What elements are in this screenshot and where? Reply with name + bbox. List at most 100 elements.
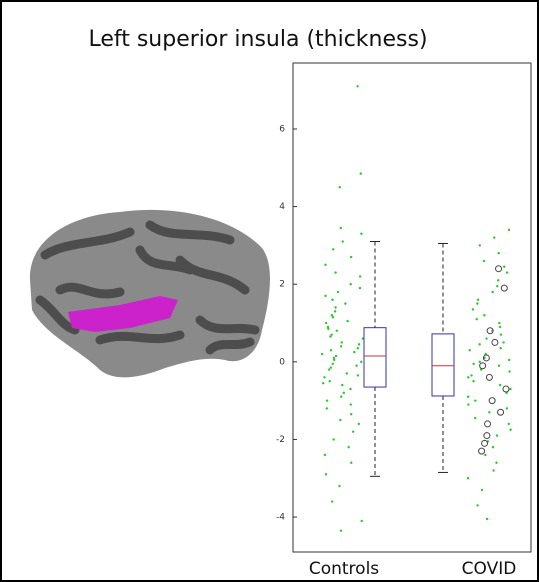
point — [472, 380, 475, 383]
highlighted-point — [482, 354, 490, 362]
point — [332, 248, 335, 251]
point — [507, 228, 511, 232]
point — [336, 290, 340, 294]
point — [496, 284, 499, 288]
point — [498, 321, 501, 325]
point — [485, 337, 488, 340]
point — [334, 354, 338, 358]
point — [498, 383, 502, 387]
highlighted-point — [491, 338, 499, 346]
plot-area — [292, 62, 532, 553]
point — [332, 438, 335, 441]
point — [476, 298, 480, 301]
point — [466, 395, 470, 398]
point — [484, 453, 487, 457]
point — [358, 275, 362, 278]
point — [482, 259, 486, 263]
point — [356, 374, 360, 377]
highlighted-point — [485, 373, 493, 381]
point — [324, 321, 328, 325]
point — [356, 347, 360, 350]
point — [332, 356, 336, 360]
point — [361, 337, 365, 340]
highlighted-point — [497, 408, 505, 416]
point — [350, 461, 353, 464]
y-tick-label: 4 — [279, 202, 285, 212]
point — [470, 374, 473, 377]
point — [341, 383, 344, 387]
point — [499, 347, 502, 350]
point — [338, 484, 341, 488]
point — [475, 317, 478, 321]
point — [497, 364, 501, 367]
point — [357, 343, 361, 346]
point — [333, 358, 336, 362]
point — [493, 236, 496, 239]
point — [340, 395, 343, 398]
point — [492, 469, 495, 472]
y-tick-label: -2 — [276, 435, 285, 445]
point — [323, 453, 327, 457]
point — [324, 263, 327, 267]
point — [472, 362, 475, 365]
point — [339, 418, 342, 422]
point — [491, 290, 494, 294]
point — [324, 473, 328, 476]
point — [356, 85, 359, 88]
y-tick-label: 2 — [279, 280, 285, 290]
point — [498, 325, 502, 329]
point — [509, 428, 512, 431]
point — [330, 500, 334, 503]
point — [467, 403, 470, 406]
point — [483, 356, 486, 360]
point — [360, 360, 363, 364]
highlighted-point — [488, 397, 496, 405]
point — [480, 488, 484, 492]
point — [339, 529, 343, 532]
point — [324, 294, 327, 298]
brain-image — [29, 209, 270, 378]
point — [468, 348, 471, 352]
point — [328, 380, 331, 383]
point — [326, 325, 330, 329]
point — [325, 399, 329, 402]
point — [323, 376, 326, 379]
point — [509, 387, 512, 391]
highlighted-point — [486, 327, 494, 335]
point — [508, 358, 511, 362]
point — [339, 226, 342, 230]
box — [363, 327, 387, 388]
point — [327, 327, 330, 331]
point — [499, 333, 503, 336]
point — [320, 352, 324, 356]
point — [476, 504, 479, 507]
point — [507, 422, 510, 426]
highlighted-point — [495, 265, 503, 273]
point — [329, 366, 333, 369]
highlighted-point — [481, 439, 489, 447]
point — [329, 348, 333, 352]
point — [349, 255, 353, 259]
highlighted-point — [483, 432, 491, 440]
point — [330, 333, 333, 336]
point — [342, 391, 346, 395]
point — [341, 240, 344, 243]
point — [329, 335, 332, 338]
x-tick-label: Controls — [309, 559, 379, 579]
chart-title: Left superior insula (thickness) — [88, 27, 427, 52]
point — [330, 314, 334, 317]
highlighted-point — [484, 420, 492, 428]
point — [478, 244, 481, 247]
point — [349, 387, 352, 391]
point — [497, 279, 500, 282]
point — [355, 364, 358, 367]
point — [471, 308, 475, 311]
y-tick-label: -4 — [276, 513, 285, 523]
point — [338, 185, 341, 189]
point — [346, 319, 349, 323]
point — [505, 271, 509, 274]
point — [478, 343, 481, 346]
point — [474, 416, 477, 420]
point — [340, 341, 343, 344]
point — [331, 362, 334, 365]
